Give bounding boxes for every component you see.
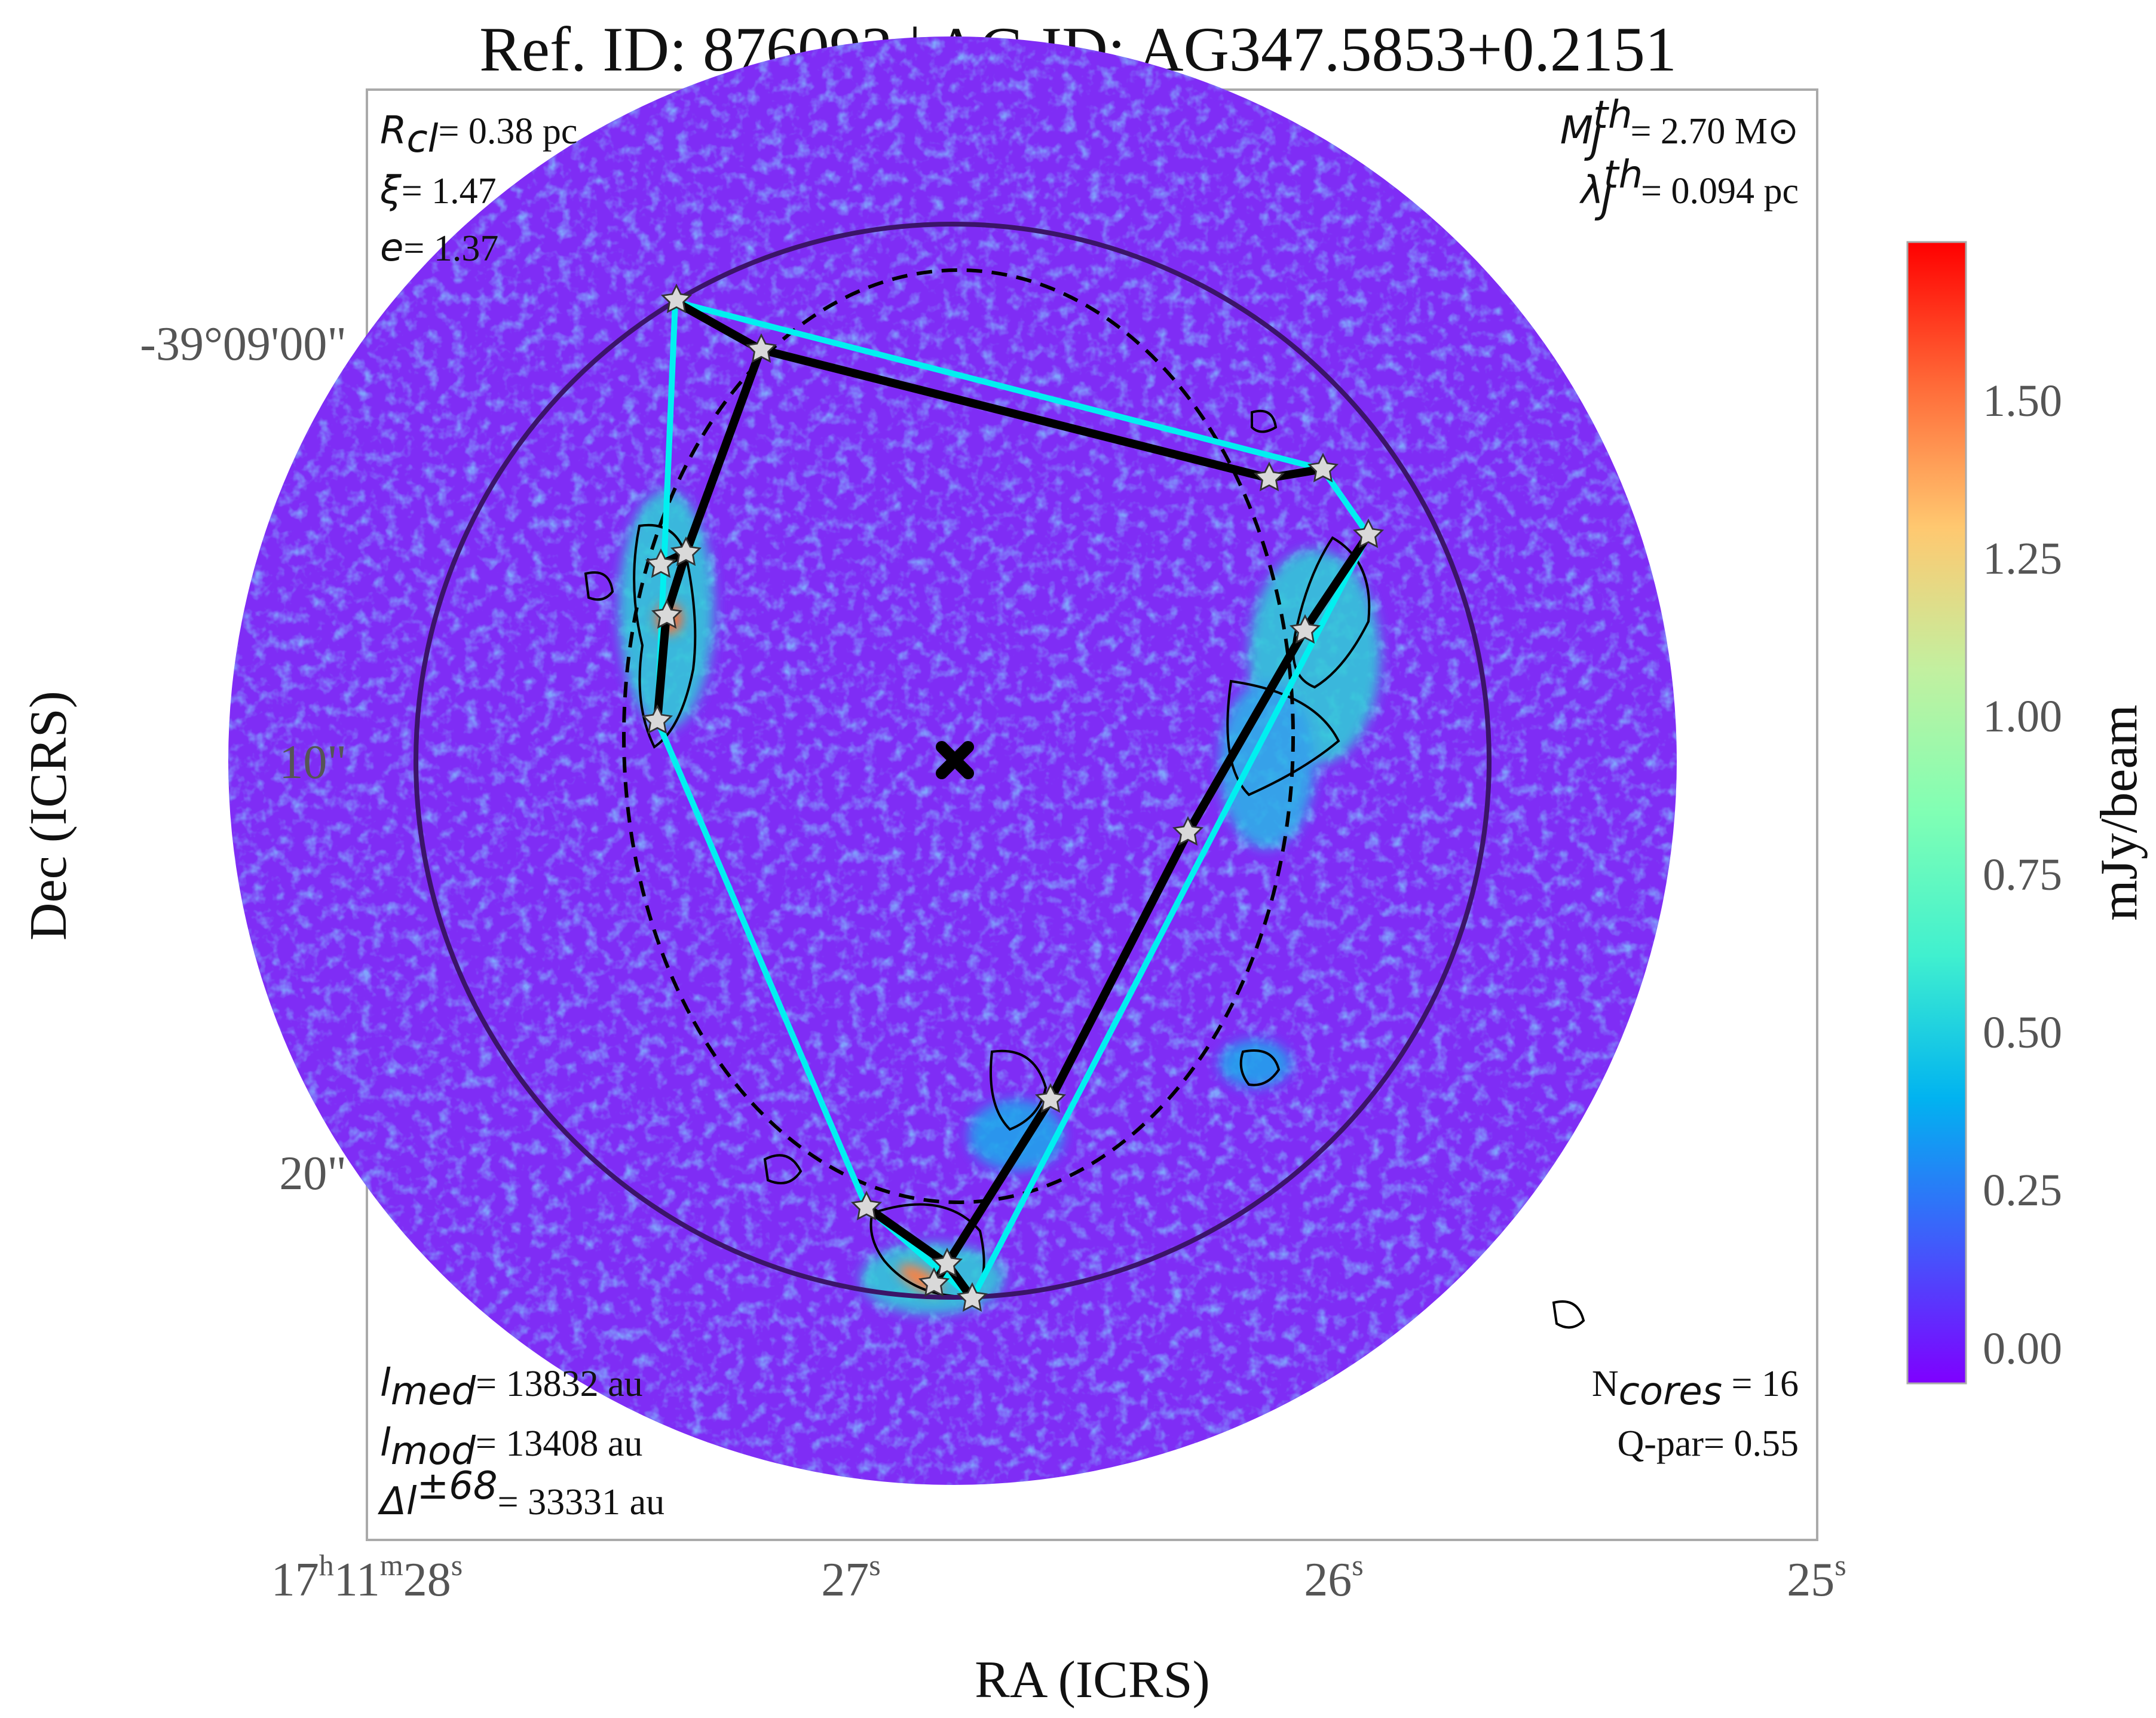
x-marker-icon: [936, 741, 974, 779]
svg-text:lmod= 13408 au: lmod= 13408 au: [380, 1421, 642, 1474]
svg-text:Rcl= 0.38 pc: Rcl= 0.38 pc: [380, 109, 577, 161]
colorbar-tick: 0.25: [1983, 1165, 2062, 1215]
colorbar-tick: 1.00: [1983, 691, 2062, 742]
svg-text:Ncores = 16: Ncores = 16: [1592, 1364, 1799, 1414]
svg-text:ξ= 1.47: ξ= 1.47: [379, 169, 497, 213]
y-tick-label: -39°09'00": [140, 318, 347, 370]
cluster-radius-circle: [414, 222, 1492, 1300]
stat-symbol: R: [380, 109, 406, 153]
x-tick-label: 25s: [1787, 1548, 1846, 1606]
x-tick-label: 17h11m28s: [271, 1548, 463, 1606]
stats-bottom-left: lmed= 13832 au lmod= 13408 au Δl±68= 333…: [377, 1361, 664, 1524]
x-axis-label: RA (ICRS): [975, 1651, 1210, 1709]
colorbar-gradient: [1906, 241, 1967, 1385]
svg-text:lmed= 13832 au: lmed= 13832 au: [380, 1361, 643, 1414]
colorbar: 0.00 0.25 0.50 0.75 1.00 1.25 1.50 mJy/b…: [1906, 241, 2148, 1385]
fitted-ellipse: [622, 268, 1295, 1204]
stats-top-left: Rcl= 0.38 pc ξ= 1.47 e= 1.37: [379, 109, 577, 270]
svg-text:Δl±68= 33331 au: Δl±68= 33331 au: [377, 1464, 664, 1524]
y-axis-label: Dec (ICRS): [20, 691, 78, 941]
colorbar-tick: 0.00: [1983, 1324, 2062, 1374]
stat-value: = 0.38 pc: [438, 111, 577, 152]
y-tick-label: 20": [279, 1147, 347, 1200]
colorbar-tick: 1.25: [1983, 534, 2062, 584]
colorbar-label: mJy/beam: [2090, 705, 2148, 921]
stats-bottom-right: Ncores = 16 Q-par= 0.55: [1592, 1364, 1799, 1464]
x-axis: 17h11m28s 27s 26s 25s: [271, 1548, 1846, 1606]
y-axis: -39°09'00" 10" 20" Dec (ICRS): [20, 318, 347, 1200]
colorbar-tick: 1.50: [1983, 376, 2062, 426]
y-tick-label: 10": [279, 736, 347, 789]
x-tick-label: 27s: [821, 1548, 880, 1606]
x-tick-label: 26s: [1304, 1548, 1363, 1606]
stats-top-right: Mth J = 2.70 M⊙ λth J = 0.094 pc: [1560, 93, 1799, 222]
colorbar-tick: 0.50: [1983, 1007, 2062, 1058]
svg-text:e= 1.37: e= 1.37: [380, 226, 498, 270]
svg-text:Q-par= 0.55: Q-par= 0.55: [1617, 1423, 1799, 1464]
colorbar-tick: 0.75: [1983, 850, 2062, 900]
